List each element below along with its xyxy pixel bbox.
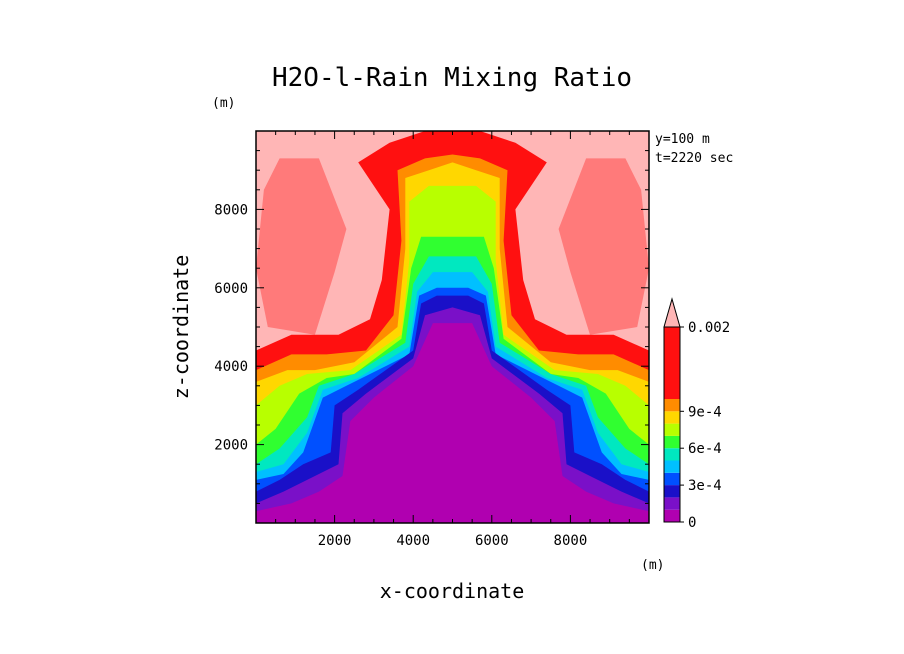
contour-region bbox=[256, 158, 347, 335]
x-tick-label: 6000 bbox=[475, 533, 509, 549]
colorbar-segment bbox=[664, 497, 680, 510]
chart-title: H2O-l-Rain Mixing Ratio bbox=[272, 63, 632, 93]
annotation-y: y=100 m bbox=[655, 132, 710, 147]
colorbar-segment bbox=[664, 423, 680, 436]
colorbar-tick-label: 0.002 bbox=[688, 320, 730, 336]
colorbar-tick-label: 0 bbox=[688, 515, 696, 531]
colorbar-extend-arrow bbox=[663, 297, 681, 328]
y-axis-label: z-coordinate bbox=[169, 255, 193, 400]
x-tick-label: 4000 bbox=[396, 533, 430, 549]
x-unit-label: (m) bbox=[641, 558, 664, 573]
colorbar-segment bbox=[664, 411, 680, 424]
plot-axes: 2000 4000 6000 8000 2000 4000 6000 8000 bbox=[214, 130, 650, 549]
colorbar-segment bbox=[664, 460, 680, 473]
colorbar-segment bbox=[664, 448, 680, 461]
colorbar: 0 3e-4 6e-4 9e-4 0.002 bbox=[663, 297, 730, 531]
annotation-t: t=2220 sec bbox=[655, 151, 733, 166]
colorbar-segment bbox=[664, 509, 680, 522]
colorbar-segment bbox=[664, 327, 680, 399]
colorbar-tick-label: 9e-4 bbox=[688, 404, 722, 420]
colorbar-segment bbox=[664, 472, 680, 486]
y-tick-label: 4000 bbox=[214, 359, 248, 375]
contour-field bbox=[256, 131, 649, 523]
colorbar-tick-label: 6e-4 bbox=[688, 441, 722, 457]
y-unit-label: (m) bbox=[212, 96, 235, 111]
colorbar-frame bbox=[663, 326, 681, 523]
y-tick-label: 8000 bbox=[214, 202, 248, 218]
y-tick-label: 2000 bbox=[214, 438, 248, 454]
colorbar-tick-label: 3e-4 bbox=[688, 478, 722, 494]
y-tick-label: 6000 bbox=[214, 281, 248, 297]
x-axis-label: x-coordinate bbox=[380, 579, 525, 603]
contour-region bbox=[256, 323, 649, 523]
colorbar-segment bbox=[664, 485, 680, 498]
colorbar-segment bbox=[664, 399, 680, 412]
colorbar-segment bbox=[664, 435, 680, 449]
x-tick-label: 8000 bbox=[554, 533, 588, 549]
x-tick-label: 2000 bbox=[318, 533, 352, 549]
contour-region bbox=[558, 158, 649, 335]
